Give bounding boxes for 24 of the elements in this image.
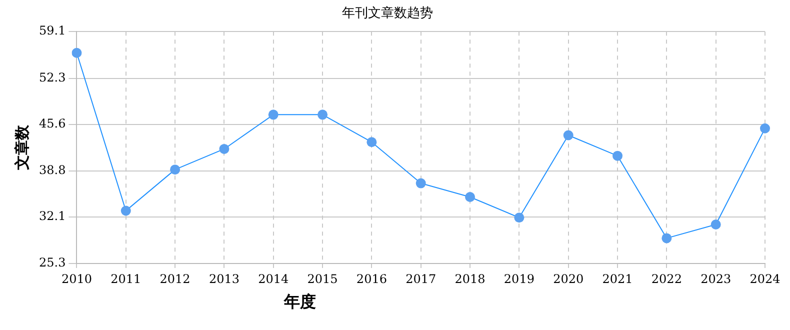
x-tick-label: 2010: [61, 272, 92, 286]
x-tick-label: 2012: [160, 272, 190, 286]
x-tick-label: 2019: [504, 272, 534, 286]
x-tick-label: 2017: [406, 272, 436, 286]
x-tick-label: 2021: [602, 272, 633, 286]
y-tick-label: 52.3: [39, 70, 66, 84]
x-tick-label: 2020: [553, 272, 584, 286]
x-tick-label: 2015: [307, 272, 338, 286]
x-tick-label: 2022: [651, 272, 682, 286]
y-tick-label: 38.8: [39, 163, 66, 178]
y-tick-label: 25.3: [39, 256, 66, 270]
x-tick-label: 2016: [356, 272, 387, 286]
x-tick-label: 2018: [454, 272, 486, 286]
x-tick-label: 2014: [258, 272, 289, 286]
y-axis-title: 文章数: [12, 124, 31, 172]
x-tick-label: 2023: [700, 272, 732, 286]
x-axis-title: 年度: [282, 292, 317, 313]
x-tick-label: 2011: [110, 272, 142, 286]
y-tick-label: 32.1: [39, 209, 66, 224]
chart-title: 年刊文章数趋势: [342, 6, 433, 22]
y-tick-label: 45.6: [39, 116, 66, 130]
y-tick-label: 59.1: [39, 24, 66, 38]
x-tick-label: 2024: [750, 272, 781, 286]
x-tick-label: 2013: [208, 272, 240, 286]
